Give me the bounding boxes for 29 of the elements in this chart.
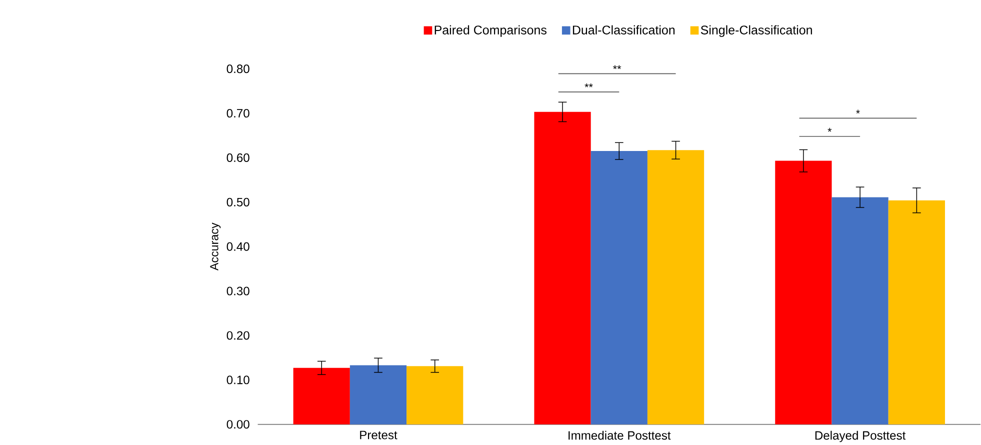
y-tick-label: 0.10 (226, 376, 250, 384)
bar (888, 200, 945, 424)
x-tick-label: Pretest (360, 430, 398, 440)
y-tick-label: 0.50 (226, 198, 250, 206)
y-tick-label: 0.20 (226, 331, 250, 340)
legend-label: Single-Classification (700, 25, 812, 37)
x-tick-label: Delayed Posttest (815, 430, 906, 442)
x-tick-label: Immediate Posttest (568, 430, 671, 440)
legend-label: Paired Comparisons (434, 25, 546, 37)
y-axis-title: Accuracy (210, 222, 221, 271)
bar (590, 151, 648, 424)
y-tick-label: 0.40 (226, 242, 250, 251)
y-tick-label: 0.80 (226, 64, 250, 74)
y-tick-label: 0.30 (226, 286, 250, 296)
y-tick-label: 0.00 (226, 420, 250, 429)
bar (647, 150, 704, 424)
annotation: ** (613, 65, 622, 70)
bar (534, 112, 591, 424)
y-tick-label: 0.70 (226, 109, 250, 118)
bar (293, 368, 350, 424)
annotation: * (828, 128, 832, 132)
y-tick-label: 0.60 (226, 153, 250, 162)
bar (775, 160, 832, 424)
bar (350, 365, 407, 424)
bar (406, 366, 464, 424)
legend-label: Dual-Classification (572, 25, 675, 34)
annotation: * (856, 110, 860, 114)
bar (832, 197, 888, 424)
annotation: ** (584, 84, 593, 88)
